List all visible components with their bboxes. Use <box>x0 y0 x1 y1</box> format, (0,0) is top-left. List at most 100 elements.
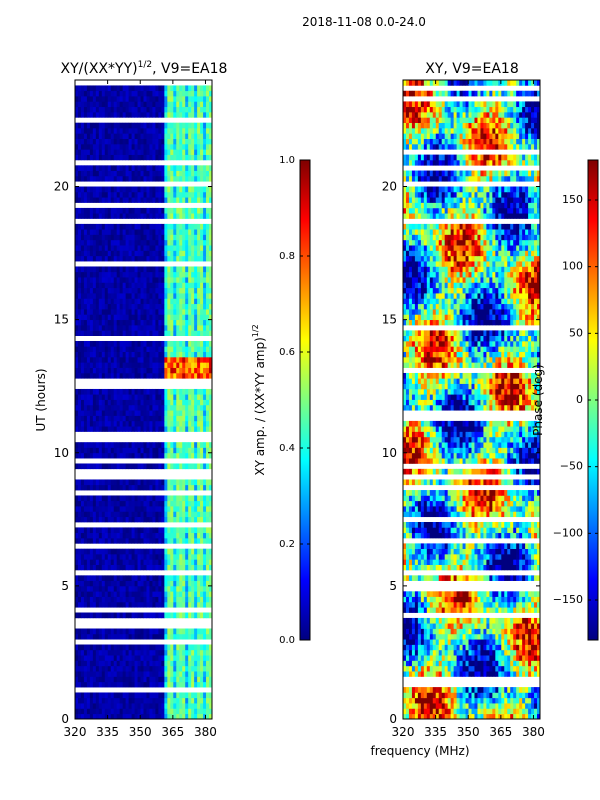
heatmap-cell <box>158 527 162 534</box>
heatmap-cell <box>149 111 153 118</box>
heatmap-cell <box>101 298 106 305</box>
heatmap-cell <box>143 660 147 667</box>
heatmap-cell <box>209 564 213 571</box>
heatmap-cell <box>116 506 121 512</box>
heatmap-cell <box>77 351 82 358</box>
heatmap-cell <box>110 293 115 299</box>
heatmap-cell <box>173 234 177 241</box>
heatmap-cell <box>188 143 192 150</box>
heatmap-cell <box>89 415 94 422</box>
heatmap-cell <box>134 372 138 379</box>
heatmap-cell <box>146 85 150 92</box>
heatmap-cell <box>423 687 428 693</box>
heatmap-cell <box>155 527 159 534</box>
heatmap-cell <box>98 255 103 262</box>
heatmap-cell <box>122 596 127 603</box>
heatmap-cell <box>450 697 455 704</box>
heatmap-cell <box>125 277 130 283</box>
heatmap-cell <box>173 452 177 459</box>
heatmap-cell <box>194 213 198 219</box>
heatmap-cell <box>77 356 82 363</box>
heatmap-cell <box>101 484 106 491</box>
heatmap-cell <box>128 250 132 257</box>
heatmap-cell <box>92 106 97 113</box>
heatmap-cell <box>200 367 204 374</box>
heatmap-cell <box>173 665 177 672</box>
heatmap-cell <box>92 649 97 656</box>
heatmap-cell <box>203 585 207 592</box>
heatmap-cell <box>179 671 183 677</box>
heatmap-cell <box>107 122 112 129</box>
heatmap-cell <box>119 426 124 432</box>
heatmap-cell <box>429 655 434 661</box>
heatmap-cell <box>125 324 130 331</box>
heatmap-cell <box>522 687 526 693</box>
heatmap-cell <box>203 713 207 720</box>
heatmap-cell <box>155 452 159 459</box>
heatmap-cell <box>95 511 100 518</box>
heatmap-cell <box>191 649 195 656</box>
heatmap-cell <box>158 340 162 347</box>
heatmap-cell <box>146 367 150 374</box>
heatmap-cell <box>131 250 135 257</box>
heatmap-cell <box>152 324 156 331</box>
heatmap-cell <box>483 692 487 699</box>
heatmap-cell <box>95 671 100 677</box>
heatmap-cell <box>158 362 162 368</box>
heatmap-cell <box>77 293 82 299</box>
heatmap-cell <box>75 703 79 709</box>
heatmap-cell <box>528 708 532 715</box>
heatmap-cell <box>173 394 177 400</box>
heatmap-cell <box>179 287 183 294</box>
heatmap-cell <box>185 713 189 720</box>
heatmap-cell <box>110 340 115 347</box>
heatmap-cell <box>426 708 431 715</box>
heatmap-cell <box>194 255 198 262</box>
heatmap-cell <box>113 186 118 193</box>
heatmap-cell <box>447 671 452 677</box>
heatmap-cell <box>537 708 541 715</box>
heatmap-cell <box>161 463 165 470</box>
heatmap-cell <box>152 713 156 720</box>
heatmap-cell <box>507 692 511 699</box>
heatmap-cell <box>95 548 100 555</box>
heatmap-cell <box>194 596 198 603</box>
heatmap-cell <box>125 420 130 427</box>
heatmap-cell <box>83 628 88 635</box>
heatmap-cell <box>122 85 127 92</box>
heatmap-cell <box>167 415 171 422</box>
heatmap-cell <box>116 133 121 139</box>
heatmap-cell <box>161 500 165 507</box>
heatmap-cell <box>149 175 153 182</box>
heatmap-cell <box>480 708 484 715</box>
heatmap-cell <box>143 410 147 416</box>
heatmap-cell <box>149 628 153 635</box>
heatmap-cell <box>143 356 147 363</box>
heatmap-cell <box>170 548 174 555</box>
heatmap-cell <box>191 106 195 113</box>
heatmap-cell <box>188 713 192 720</box>
heatmap-cell <box>95 111 100 118</box>
heatmap-cell <box>101 170 106 177</box>
heatmap-cell <box>480 671 484 677</box>
heatmap-cell <box>89 447 94 454</box>
heatmap-cell <box>158 207 162 214</box>
heatmap-cell <box>185 324 189 331</box>
heatmap-cell <box>101 255 106 262</box>
heatmap-cell <box>200 362 204 368</box>
heatmap-cell <box>140 271 144 278</box>
heatmap-cell <box>131 415 135 422</box>
heatmap-cell <box>119 239 124 246</box>
heatmap-cell <box>167 692 171 699</box>
heatmap-cell <box>83 580 88 587</box>
heatmap-cell <box>206 271 210 278</box>
heatmap-cell <box>125 692 130 699</box>
heatmap-cell <box>75 559 79 565</box>
heatmap-cell <box>131 324 135 331</box>
heatmap-cell <box>98 282 103 289</box>
heatmap-cell <box>176 250 180 257</box>
heatmap-cell <box>185 553 189 560</box>
heatmap-cell <box>209 165 213 171</box>
heatmap-cell <box>98 191 103 198</box>
heatmap-cell <box>516 708 520 715</box>
